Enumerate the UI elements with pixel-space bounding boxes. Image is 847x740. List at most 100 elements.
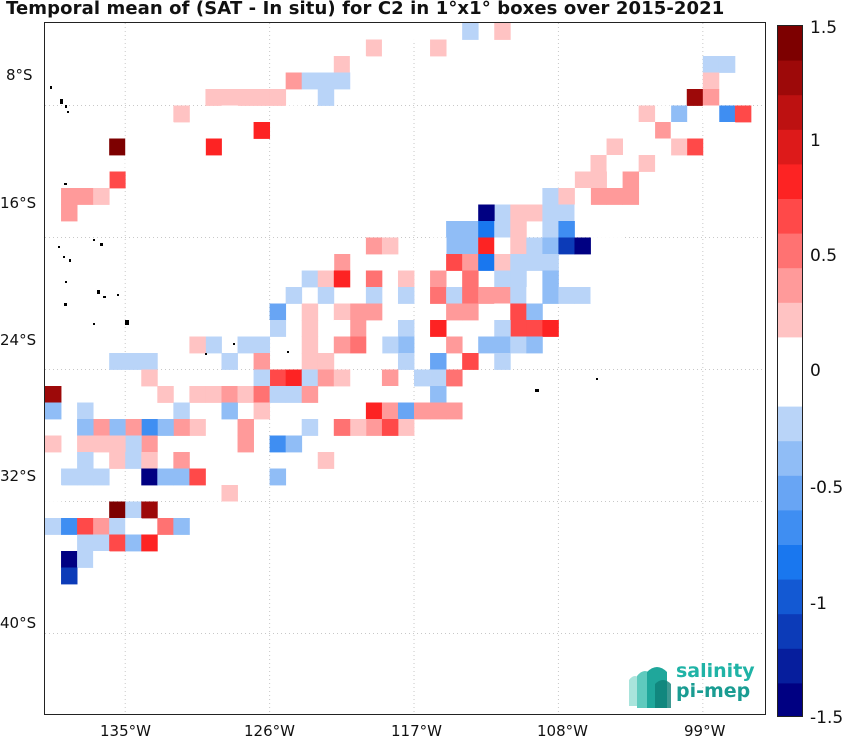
grid-cell: [462, 254, 479, 271]
colorbar-bin: [778, 95, 802, 131]
grid-cell: [494, 336, 511, 354]
grid-cell: [157, 386, 174, 403]
grid-cell: [285, 105, 303, 123]
grid-cell: [430, 353, 447, 370]
grid-cell: [301, 369, 319, 387]
island-marker: [93, 239, 95, 241]
grid-cell: [141, 468, 158, 486]
colorbar-bin: [778, 614, 802, 650]
map-panel: [44, 22, 766, 715]
grid-cell: [189, 138, 206, 156]
grid-cell: [381, 402, 399, 420]
island-marker: [233, 343, 235, 345]
grid-cell: [574, 287, 591, 304]
grid-cell: [61, 188, 78, 205]
grid-cell: [542, 254, 559, 271]
island-marker: [117, 294, 119, 296]
grid-cell: [205, 452, 222, 469]
grid-cell: [478, 204, 495, 222]
grid-cell: [253, 402, 271, 420]
grid-cell: [333, 270, 351, 288]
grid-cell: [446, 221, 463, 238]
grid-cell: [301, 320, 319, 337]
grid-cell: [333, 336, 351, 354]
island-marker: [535, 389, 539, 392]
grid-cell: [141, 353, 158, 370]
grid-cell: [590, 287, 607, 304]
grid-cell: [317, 89, 335, 106]
colorbar-bin: [778, 199, 802, 235]
grid-cell: [45, 435, 62, 453]
grid-cell: [686, 138, 704, 156]
colorbar-bin: [778, 129, 802, 165]
grid-cell: [478, 237, 495, 255]
grid-cell: [141, 501, 158, 519]
grid-cell: [157, 336, 174, 354]
grid-cell: [574, 204, 591, 222]
colorbar-bin: [778, 233, 802, 269]
grid-cell: [542, 188, 559, 205]
grid-cell: [558, 204, 575, 222]
grid-cell: [301, 336, 319, 354]
lon-tick-label: 99°W: [684, 722, 726, 740]
grid-cell: [93, 551, 110, 568]
grid-cell: [349, 56, 367, 73]
grid-cell: [317, 369, 335, 387]
grid-cell: [141, 534, 158, 552]
grid-cell: [510, 336, 527, 354]
island-marker: [125, 320, 129, 325]
grid-cell: [173, 402, 190, 420]
grid-cell: [638, 155, 656, 172]
grid-cell: [269, 468, 287, 486]
grid-cell: [157, 419, 174, 436]
grid-cell: [93, 534, 110, 552]
grid-cell: [397, 402, 415, 420]
grid-cell: [446, 402, 463, 420]
grid-cell: [125, 155, 142, 172]
grid-cell: [317, 353, 335, 370]
lon-tick-label: 108°W: [537, 722, 588, 740]
grid-cell: [125, 419, 142, 436]
grid-cell: [349, 419, 367, 436]
grid-cell: [45, 468, 62, 486]
grid-cell: [93, 188, 110, 205]
grid-cell: [510, 320, 527, 337]
grid-cell: [109, 534, 126, 552]
grid-cell: [654, 138, 672, 156]
grid-cell: [670, 122, 688, 139]
grid-cell: [221, 122, 238, 139]
grid-cell: [205, 138, 222, 156]
island-marker: [103, 296, 106, 298]
grid-cell: [494, 270, 511, 288]
grid-cell: [285, 435, 303, 453]
colorbar-tick-label: 1.5: [810, 18, 838, 38]
grid-cell: [173, 138, 190, 156]
grid-cell: [237, 386, 254, 403]
grid-cell: [574, 171, 591, 189]
grid-cell: [317, 270, 335, 288]
colorbar-bin: [778, 164, 802, 200]
grid-cell: [301, 270, 319, 288]
grid-cell: [510, 221, 527, 238]
grid-cell: [237, 89, 254, 106]
grid-cell: [606, 138, 623, 156]
grid-cell: [430, 386, 447, 403]
grid-cell: [77, 188, 94, 205]
grid-cell: [381, 336, 399, 354]
grid-cell: [61, 567, 78, 585]
grid-cell: [157, 138, 174, 156]
grid-cell: [446, 287, 463, 304]
grid-cell: [61, 551, 78, 568]
grid-cell: [430, 237, 447, 255]
lon-tick-label: 117°W: [391, 722, 442, 740]
grid-cell: [109, 501, 126, 519]
grid-cell: [205, 89, 222, 106]
grid-cell: [365, 402, 383, 420]
grid-cell: [317, 254, 335, 271]
island-marker: [69, 259, 71, 262]
grid-cell: [510, 237, 527, 255]
grid-cell: [269, 435, 287, 453]
grid-cell: [77, 534, 94, 552]
colorbar-bin: [778, 60, 802, 96]
grid-cell: [125, 138, 142, 156]
